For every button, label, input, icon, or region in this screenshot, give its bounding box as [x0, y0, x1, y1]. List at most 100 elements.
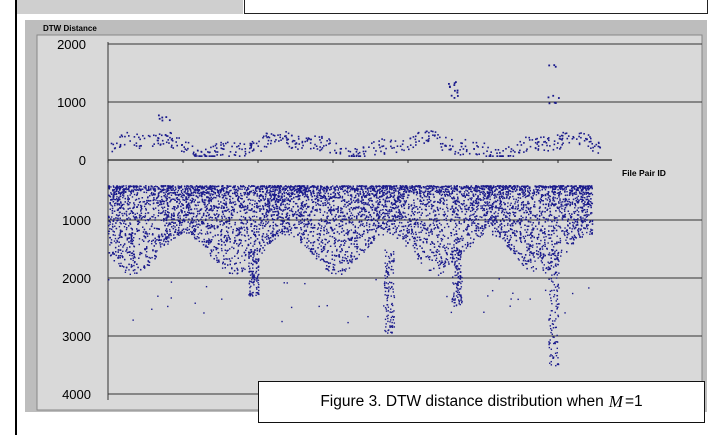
point-lower: [351, 187, 353, 190]
point-upper: [403, 149, 405, 152]
point-lower: [267, 236, 270, 239]
point-upper: [437, 134, 439, 136]
point-lower: [581, 200, 584, 202]
point-lower: [517, 205, 519, 207]
point-lower: [348, 222, 350, 224]
point-lower: [337, 240, 339, 242]
point-lower: [296, 202, 298, 205]
point-upper: [216, 151, 219, 153]
point-lower: [554, 227, 556, 230]
point-upper: [587, 134, 590, 136]
point-lower: [400, 217, 402, 220]
point-lower: [439, 263, 441, 266]
point-upper: [363, 153, 365, 155]
axis-lines: [107, 42, 612, 400]
point-lower: [246, 188, 249, 190]
point-lower: [559, 186, 561, 188]
point-lower: [460, 186, 463, 188]
point-lower: [318, 253, 320, 256]
point-lower: [553, 216, 556, 218]
point-lower: [324, 261, 327, 263]
point-lower: [282, 230, 284, 233]
point-lower: [274, 201, 277, 203]
point-upper: [291, 140, 294, 143]
point-lower: [338, 215, 340, 217]
point-upper: [165, 141, 168, 144]
point-upper: [363, 155, 366, 157]
point-lower: [259, 217, 261, 219]
point-lower: [426, 242, 428, 244]
point-lower: [177, 220, 180, 222]
point-lower: [543, 264, 545, 266]
point-lower: [447, 186, 449, 188]
point-upper: [535, 147, 537, 150]
point-upper: [226, 141, 229, 144]
point-upper: [270, 133, 273, 135]
point-lower: [167, 214, 169, 216]
point-lower: [125, 213, 128, 215]
point-upper-spike: [453, 82, 456, 85]
point-upper: [395, 151, 398, 154]
point-lower: [559, 199, 561, 202]
point-lower: [363, 225, 365, 228]
point-lower: [185, 213, 187, 215]
point-lower: [538, 214, 541, 217]
point-upper: [155, 134, 157, 137]
point-lower: [337, 207, 339, 209]
point-upper: [304, 140, 307, 143]
point-lower: [482, 209, 484, 212]
point-lower: [294, 193, 296, 196]
point-lower: [477, 235, 480, 237]
point-lower: [580, 218, 582, 221]
point-lower: [371, 228, 374, 231]
point-lower: [582, 189, 584, 191]
point-upper: [220, 141, 222, 144]
point-upper-spike: [161, 116, 164, 119]
point-lower: [303, 196, 306, 198]
point-upper: [334, 149, 336, 152]
point-upper: [559, 135, 561, 138]
point-upper: [590, 147, 592, 150]
point-lower: [458, 216, 460, 219]
point-lower: [328, 209, 331, 211]
point-upper: [409, 137, 412, 140]
point-lower: [449, 195, 452, 198]
point-lower: [351, 214, 354, 216]
point-lower: [311, 251, 314, 253]
point-lower: [325, 255, 327, 257]
point-upper-spike: [453, 97, 456, 99]
point-upper-spike: [554, 65, 557, 68]
point-upper: [519, 140, 522, 143]
point-lower: [244, 186, 247, 189]
point-lower: [556, 192, 559, 194]
point-lower: [574, 207, 576, 209]
point-lower: [456, 248, 459, 250]
point-lower: [326, 265, 328, 267]
point-lower: [520, 189, 523, 191]
point-lower: [138, 201, 141, 204]
point-upper: [427, 139, 430, 142]
point-upper: [543, 141, 545, 143]
point-upper: [381, 145, 383, 148]
point-upper: [285, 135, 287, 137]
point-upper: [460, 142, 462, 144]
point-upper: [309, 147, 312, 150]
point-lower: [357, 226, 360, 229]
point-upper: [547, 139, 550, 142]
point-upper: [167, 139, 170, 141]
point-lower: [443, 226, 446, 229]
point-lower: [456, 260, 458, 262]
point-upper: [119, 143, 122, 146]
point-lower: [163, 220, 165, 222]
point-upper: [252, 148, 255, 151]
point-upper: [575, 138, 578, 140]
point-lower: [371, 242, 373, 244]
point-upper: [345, 147, 347, 150]
point-upper: [490, 151, 492, 153]
point-upper: [277, 134, 279, 136]
point-lower: [316, 228, 319, 230]
point-lower: [241, 234, 243, 236]
point-lower: [483, 204, 485, 206]
point-lower: [127, 237, 130, 240]
point-upper: [572, 135, 575, 138]
